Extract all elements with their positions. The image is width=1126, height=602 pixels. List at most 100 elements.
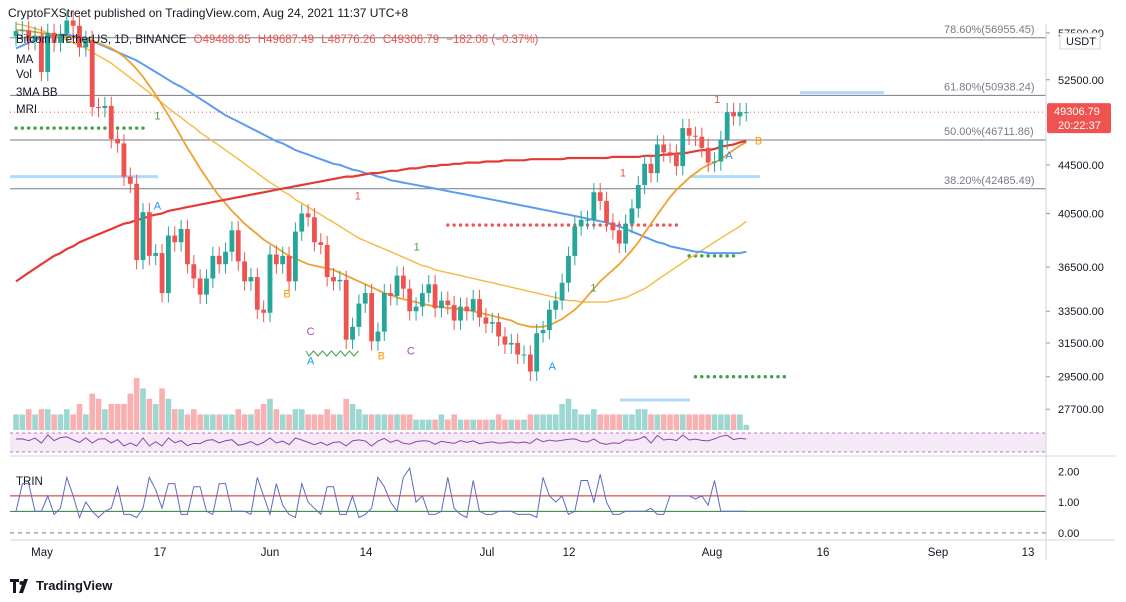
red-signal-dot	[496, 223, 501, 227]
volume-bar	[267, 398, 273, 430]
price-tick-label: 40500.00	[1058, 208, 1104, 220]
price-tick-label: 31500.00	[1058, 338, 1104, 350]
volume-bar	[616, 414, 623, 430]
ohlc-high: H49687.49	[257, 34, 315, 46]
ma-orange-line	[16, 29, 747, 328]
candle-body	[318, 242, 324, 245]
volume-bar	[654, 414, 661, 430]
tradingview-footer[interactable]: TradingView	[10, 578, 112, 593]
candle-body	[413, 306, 419, 312]
fib-levels: 78.60%(56955.45) 61.80%(50938.24) 50.00%(4…	[10, 24, 1046, 402]
green-signal-dot	[725, 375, 729, 379]
ohlc-close: C49306.79	[382, 34, 440, 46]
indicator-3ma-bb[interactable]: 3MA BB	[16, 87, 58, 99]
candle-body	[470, 299, 476, 312]
green-signal-dot	[719, 254, 723, 258]
green-signal-dot	[757, 375, 761, 379]
volume-bar	[692, 414, 699, 430]
volume-bar	[432, 419, 438, 430]
volume-bar	[114, 404, 121, 430]
volume-bar	[279, 414, 286, 430]
volume-bar	[514, 419, 521, 430]
axes: 57500.0052500.0044500.0040500.0036500.00…	[10, 24, 1115, 560]
volume-bar	[438, 414, 445, 430]
symbol-legend[interactable]: Bitcoin / TetherUS, 1D, BINANCE O49488.8…	[16, 34, 542, 46]
candle-body	[350, 326, 355, 340]
volume-bar	[673, 414, 680, 430]
time-tick-label: 12	[563, 547, 576, 559]
volume-bar	[476, 419, 483, 430]
red-signal-dot	[452, 223, 456, 227]
red-signal-dot	[636, 223, 640, 227]
volume-bar	[495, 414, 502, 430]
td-mark: A	[549, 361, 557, 373]
volume-bar	[610, 414, 616, 430]
green-signal-dot	[33, 126, 37, 130]
green-signal-dot	[782, 375, 787, 379]
indicator-mri[interactable]: MRI	[16, 104, 38, 116]
candle-body	[191, 264, 197, 279]
candle-body	[400, 275, 406, 289]
td-mark: 1	[714, 94, 720, 106]
red-signal-dot	[662, 223, 666, 227]
candle-body	[674, 153, 679, 167]
candle-body	[547, 309, 552, 331]
volume-bar	[318, 414, 324, 430]
price-tick-label: 27700.00	[1058, 404, 1104, 416]
volume-bar	[298, 409, 305, 430]
volume-bar	[387, 414, 394, 430]
volume-bar	[705, 414, 711, 430]
volume-bar	[222, 414, 229, 430]
footer-brand: TradingView	[36, 578, 113, 593]
candle-body	[51, 32, 57, 43]
candle-body	[616, 230, 622, 244]
candle-body	[489, 322, 495, 324]
symbol-name[interactable]: Bitcoin / TetherUS, 1D, BINANCE	[16, 34, 187, 46]
volume-bar	[457, 419, 464, 430]
candle-body	[121, 143, 127, 177]
candle-body	[172, 235, 178, 243]
candle-body	[572, 226, 578, 256]
fib-label: 38.20%(42485.49)	[944, 175, 1035, 187]
trin-tick-label: 1.00	[1058, 497, 1079, 509]
volume-bar	[591, 409, 597, 430]
green-signal-dot	[750, 375, 755, 379]
volume-bar	[559, 404, 565, 430]
volume-bar	[229, 414, 235, 430]
candle-body	[146, 212, 152, 256]
green-signal-dot	[744, 375, 748, 379]
candle-body	[623, 223, 628, 244]
candle-body	[369, 293, 374, 342]
indicator-vol[interactable]: Vol	[16, 69, 32, 81]
candle-body	[420, 293, 425, 307]
candle-body	[324, 244, 330, 278]
currency-label: USDT	[1066, 36, 1096, 48]
candle-body	[267, 254, 273, 313]
candle-body	[439, 300, 444, 309]
volume-bar	[127, 393, 134, 430]
fib-label: 50.00%(46711.86)	[944, 126, 1034, 138]
candle-body	[58, 33, 63, 43]
green-signal-dot	[731, 254, 736, 258]
rsi-pane	[10, 432, 1046, 453]
time-tick-label: Aug	[702, 547, 722, 559]
last-price-label: 49306.79	[1054, 106, 1100, 118]
volume-bar	[641, 409, 648, 430]
green-signal-dot	[712, 375, 717, 379]
td-mark: 1	[414, 241, 420, 253]
candle-body	[566, 255, 571, 283]
price-tick-label: 52500.00	[1058, 75, 1104, 87]
candle-body	[407, 288, 413, 312]
red-signal-dot	[560, 223, 564, 227]
candle-body	[718, 140, 724, 162]
volume-bar	[394, 414, 400, 430]
indicator-ma[interactable]: MA	[16, 54, 34, 66]
candle-body	[166, 235, 171, 294]
volume-bar	[241, 414, 248, 430]
candle-body	[426, 284, 432, 294]
candle-body	[273, 254, 279, 265]
volume-bar	[686, 414, 692, 430]
volume-bar	[292, 409, 299, 430]
candle-body	[254, 277, 260, 310]
